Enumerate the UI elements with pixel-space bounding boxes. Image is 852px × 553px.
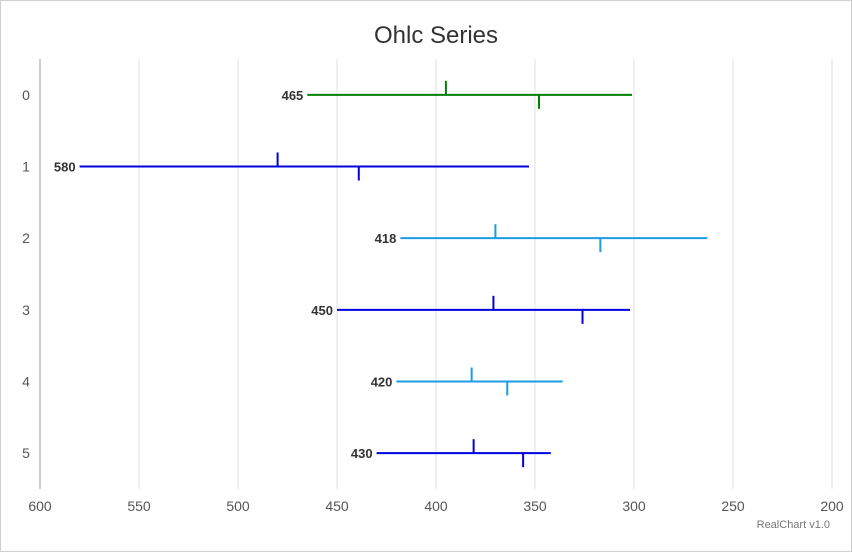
ohlc-point[interactable]: 418 xyxy=(375,224,708,253)
data-label: 450 xyxy=(311,303,333,318)
grid-lines xyxy=(138,59,833,489)
ohlc-point[interactable]: 430 xyxy=(351,439,551,468)
ohlc-point[interactable]: 580 xyxy=(54,152,530,181)
x-tick-label: 250 xyxy=(721,498,745,514)
data-label: 420 xyxy=(371,375,393,390)
x-tick-label: 600 xyxy=(28,498,52,514)
ohlc-point[interactable]: 465 xyxy=(282,80,633,109)
category-tick-label: 5 xyxy=(22,445,30,461)
category-tick-label: 4 xyxy=(22,374,30,390)
ohlc-series: 465 580 418 450 420 430 xyxy=(54,80,708,468)
x-tick-label: 500 xyxy=(226,498,250,514)
category-tick-labels: 0 1 2 3 4 5 xyxy=(22,87,30,461)
x-tick-label: 200 xyxy=(820,498,844,514)
data-label: 580 xyxy=(54,160,76,175)
chart-title: Ohlc Series xyxy=(374,22,498,49)
x-tick-label: 550 xyxy=(127,498,151,514)
category-tick-label: 0 xyxy=(22,87,30,103)
data-label: 465 xyxy=(282,88,304,103)
value-tick-labels: 600 550 500 450 400 350 300 250 200 xyxy=(28,498,844,514)
x-tick-label: 300 xyxy=(622,498,646,514)
category-tick-label: 2 xyxy=(22,230,30,246)
x-tick-label: 350 xyxy=(523,498,547,514)
category-tick-label: 3 xyxy=(22,302,30,318)
x-tick-label: 400 xyxy=(424,498,448,514)
x-tick-label: 450 xyxy=(325,498,349,514)
credit-label: RealChart v1.0 xyxy=(757,519,830,531)
ohlc-point[interactable]: 420 xyxy=(371,367,563,396)
data-label: 418 xyxy=(375,231,397,246)
category-tick-label: 1 xyxy=(22,159,30,175)
data-label: 430 xyxy=(351,446,373,461)
ohlc-point[interactable]: 450 xyxy=(311,295,631,324)
